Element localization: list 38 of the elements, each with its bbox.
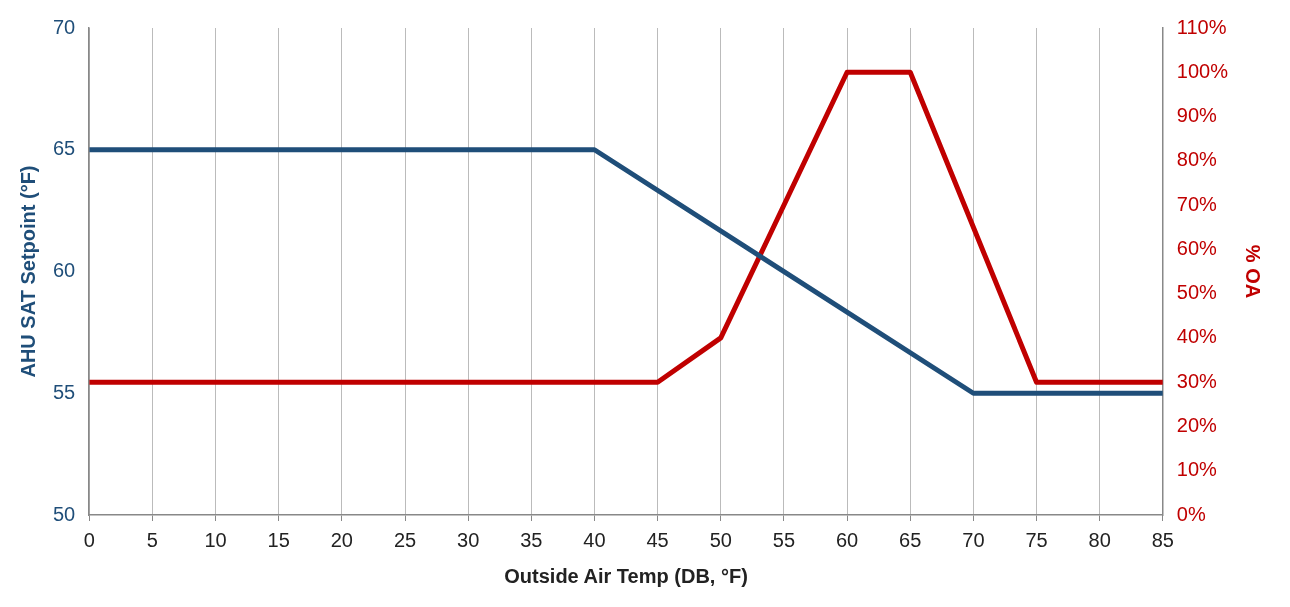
y2-tick-label: 110% <box>1176 15 1227 38</box>
x-tick-label: 35 <box>520 528 543 551</box>
y2-axis-title: % OA <box>1242 244 1265 299</box>
y-tick-label: 60 <box>53 259 76 282</box>
x-tick-label: 50 <box>709 528 732 551</box>
x-tick-label: 80 <box>1088 528 1111 551</box>
x-tick-label: 40 <box>583 528 606 551</box>
y2-tick-label: 20% <box>1176 413 1218 436</box>
y-tick-label: 65 <box>53 137 76 160</box>
y2-tick-label: 0% <box>1176 502 1206 525</box>
y2-tick-label: 40% <box>1176 325 1218 348</box>
x-axis-title: Outside Air Temp (DB, °F) <box>504 564 748 587</box>
x-tick-label: 20 <box>330 528 353 551</box>
y2-tick-label: 50% <box>1176 281 1218 304</box>
x-tick-label: 30 <box>457 528 480 551</box>
x-tick-label: 25 <box>393 528 417 551</box>
x-tick-label: 65 <box>899 528 922 551</box>
x-tick-label: 5 <box>146 528 158 551</box>
y-tick-label: 70 <box>53 15 76 38</box>
x-tick-label: 70 <box>962 528 985 551</box>
y-axis-title: AHU SAT Setpoint (°F) <box>16 165 39 378</box>
y-tick-label: 55 <box>53 380 76 403</box>
x-tick-label: 0 <box>83 528 95 551</box>
x-tick-label: 15 <box>267 528 290 551</box>
y2-tick-label: 90% <box>1176 104 1218 127</box>
y2-tick-label: 30% <box>1176 369 1218 392</box>
y-tick-label: 50 <box>53 502 76 525</box>
y2-tick-label: 80% <box>1176 148 1218 171</box>
y2-tick-label: 70% <box>1176 192 1218 215</box>
y2-tick-label: 60% <box>1176 236 1218 259</box>
x-tick-label: 60 <box>835 528 859 551</box>
x-tick-label: 10 <box>204 528 227 551</box>
y2-tick-label: 100% <box>1176 59 1229 82</box>
x-tick-label: 45 <box>646 528 669 551</box>
x-tick-label: 55 <box>772 528 796 551</box>
x-tick-label: 75 <box>1025 528 1048 551</box>
y2-tick-label: 10% <box>1176 458 1218 481</box>
x-tick-label: 85 <box>1151 528 1174 551</box>
